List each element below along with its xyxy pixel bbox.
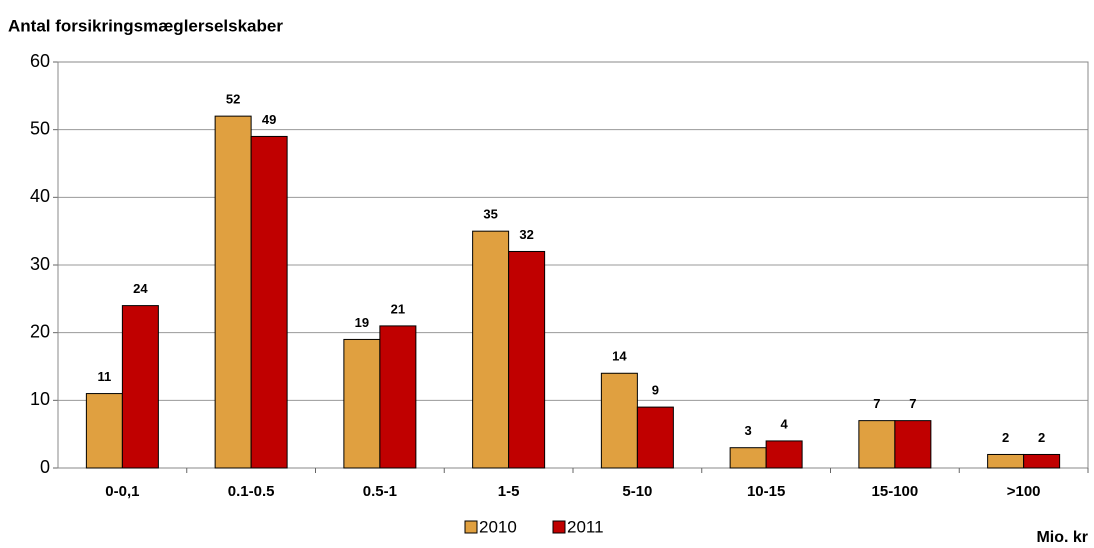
- bar: [379, 325, 417, 469]
- y-tick-label: 50: [30, 118, 50, 138]
- bar: [343, 338, 381, 469]
- value-label: 24: [133, 281, 148, 296]
- x-tick-label: 0.5-1: [363, 483, 397, 500]
- bar: [987, 453, 1025, 469]
- y-tick-label: 0: [40, 457, 50, 477]
- value-label: 7: [909, 396, 916, 411]
- value-label: 11: [98, 369, 112, 384]
- value-label: 14: [612, 349, 627, 364]
- legend-label: 2011: [567, 517, 604, 536]
- bar: [1023, 453, 1061, 469]
- value-label: 2: [1002, 430, 1009, 445]
- chart-title: Antal forsikringsmæglerselskaber: [8, 16, 283, 35]
- value-label: 32: [519, 227, 533, 242]
- bar: [894, 420, 932, 469]
- bar: [121, 305, 159, 469]
- value-label: 49: [262, 112, 276, 127]
- bar: [508, 250, 546, 469]
- x-tick-label: 0-0,1: [105, 483, 139, 500]
- bar: [636, 406, 674, 469]
- x-tick-label: 5-10: [622, 483, 652, 500]
- x-tick-label: 15-100: [872, 483, 919, 500]
- bar: [600, 372, 638, 469]
- legend-swatch: [464, 520, 478, 534]
- value-label: 2: [1038, 430, 1045, 445]
- bar: [858, 420, 896, 469]
- x-tick-label: 10-15: [747, 483, 785, 500]
- y-tick-label: 40: [30, 186, 50, 206]
- y-tick-label: 30: [30, 254, 50, 274]
- value-label: 19: [355, 315, 369, 330]
- x-tick-label: 0.1-0.5: [228, 483, 275, 500]
- y-tick-label: 60: [30, 51, 50, 71]
- bar: [250, 135, 288, 469]
- x-axis-label: Mio. kr: [1036, 529, 1088, 546]
- value-label: 9: [652, 383, 659, 398]
- y-tick-label: 20: [30, 321, 50, 341]
- bar: [214, 115, 252, 469]
- value-label: 52: [226, 92, 240, 107]
- bar: [765, 440, 803, 469]
- legend-label: 2010: [479, 517, 517, 536]
- value-label: 35: [483, 207, 497, 222]
- y-tick-label: 10: [30, 389, 50, 409]
- bar: [85, 393, 123, 469]
- x-tick-label: 1-5: [498, 483, 520, 500]
- legend-swatch: [552, 520, 566, 534]
- value-label: 3: [745, 423, 752, 438]
- bar: [472, 230, 510, 469]
- x-tick-label: >100: [1007, 483, 1041, 500]
- value-label: 21: [391, 301, 405, 316]
- value-label: 7: [873, 396, 880, 411]
- value-label: 4: [781, 416, 789, 431]
- bar: [729, 447, 767, 469]
